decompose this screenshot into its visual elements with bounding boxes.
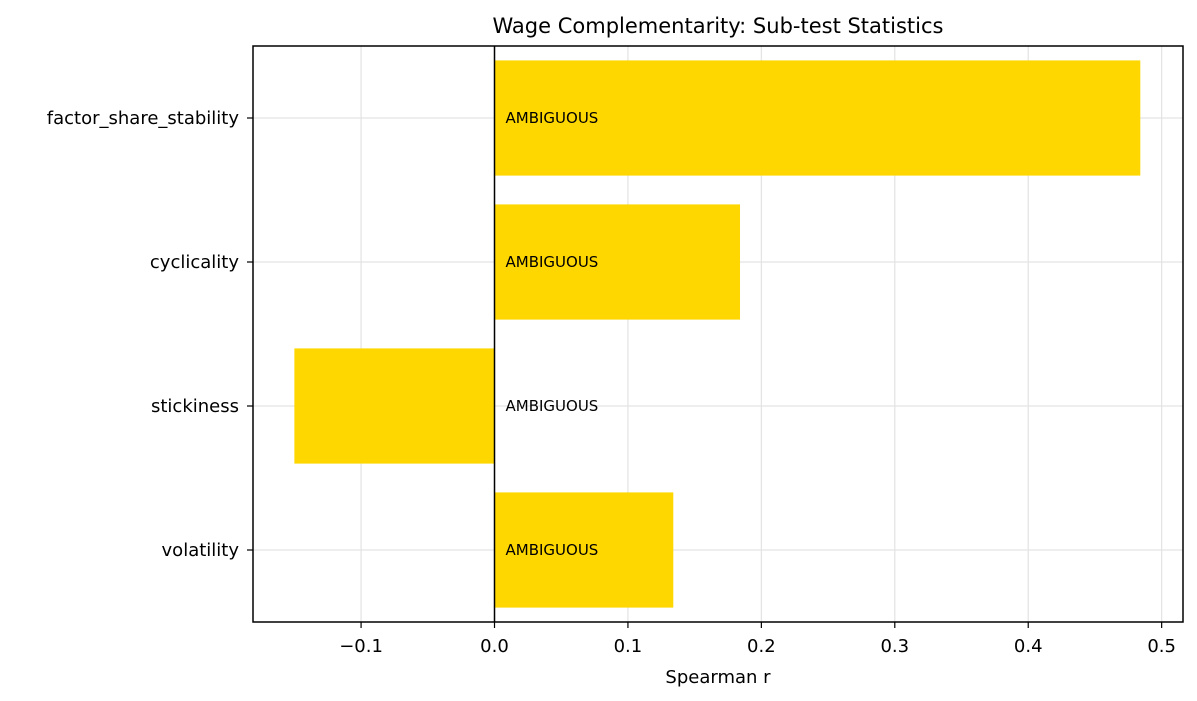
- y-tick-label: cyclicality: [150, 252, 239, 273]
- bar-stickiness: [294, 348, 495, 464]
- x-tick-label: 0.4: [1014, 636, 1043, 657]
- x-axis-label: Spearman r: [665, 667, 771, 688]
- x-tick-label: 0.2: [747, 636, 776, 657]
- x-tick-label: 0.3: [880, 636, 909, 657]
- y-tick-label: factor_share_stability: [47, 108, 240, 129]
- x-tick-label: −0.1: [339, 636, 383, 657]
- bar-status-label: AMBIGUOUS: [506, 541, 599, 559]
- y-tick-label: stickiness: [151, 396, 239, 417]
- x-axis-ticks: −0.1 0.0 0.1 0.2 0.3 0.4 0.5: [339, 622, 1176, 657]
- x-tick-label: 0.5: [1147, 636, 1176, 657]
- y-tick-label: volatility: [162, 540, 240, 561]
- bar-status-label: AMBIGUOUS: [506, 253, 599, 271]
- bar-status-label: AMBIGUOUS: [506, 109, 599, 127]
- bar-factor-share-stability: [494, 60, 1141, 176]
- plot-frame: [252, 45, 1184, 623]
- bar-status-label: AMBIGUOUS: [506, 397, 599, 415]
- bars: [294, 60, 1141, 608]
- y-axis-ticks: factor_share_stability cyclicality stickin…: [47, 108, 253, 561]
- chart-title: Wage Complementarity: Sub-test Statistic…: [493, 14, 944, 38]
- bar-labels: AMBIGUOUS AMBIGUOUS AMBIGUOUS AMBIGUOUS: [506, 109, 599, 559]
- x-tick-label: 0.1: [614, 636, 643, 657]
- x-tick-label: 0.0: [480, 636, 509, 657]
- bar-cyclicality: [494, 204, 741, 320]
- bar-volatility: [494, 492, 674, 608]
